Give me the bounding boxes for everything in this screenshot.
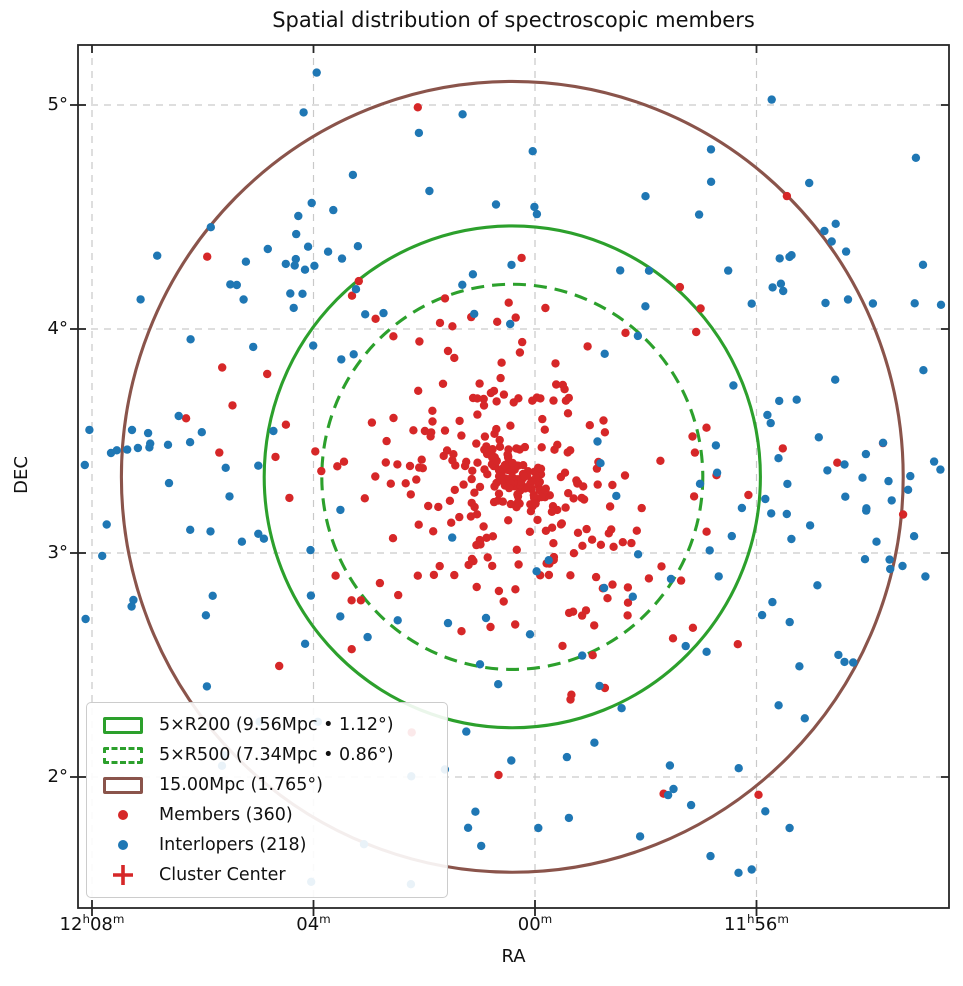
y-tick-label: 4° — [47, 318, 68, 339]
y-tick-label: 3° — [47, 542, 68, 563]
circle-dashed-swatch-icon — [103, 746, 143, 764]
circle-solid-swatch-icon — [103, 716, 143, 734]
scatter-dot-swatch-icon — [118, 840, 128, 850]
chart-title: Spatial distribution of spectroscopic me… — [272, 8, 755, 32]
series-members — [181, 103, 908, 799]
legend-item-2: 15.00Mpc (1.765°) — [97, 770, 437, 800]
x-tick-label: 12h08m — [59, 912, 125, 935]
x-axis-label: RA — [501, 946, 526, 967]
legend-item-label: Members (360) — [159, 805, 293, 825]
legend-item-0: 5×R200 (9.56Mpc • 1.12°) — [97, 710, 437, 740]
plus-marker-swatch-icon — [113, 865, 133, 885]
x-tick-label: 04m — [296, 912, 331, 935]
legend-item-3: Members (360) — [97, 800, 437, 830]
aperture-circle-5xR500 — [320, 282, 705, 671]
legend-item-4: Interlopers (218) — [97, 830, 437, 860]
tick-marks — [70, 45, 949, 916]
legend-item-label: 5×R200 (9.56Mpc • 1.12°) — [159, 715, 394, 735]
legend-item-label: 5×R500 (7.34Mpc • 0.86°) — [159, 745, 394, 765]
legend-item-label: 15.00Mpc (1.765°) — [159, 775, 323, 795]
legend-item-label: Cluster Center — [159, 865, 286, 885]
legend: 5×R200 (9.56Mpc • 1.12°) 5×R500 (7.34Mpc … — [86, 702, 448, 898]
legend-item-5: Cluster Center — [97, 860, 437, 890]
y-tick-label: 2° — [47, 766, 68, 787]
series-interlopers — [80, 68, 946, 889]
y-axis-label: DEC — [11, 456, 32, 494]
x-tick-label: 11h56m — [724, 912, 789, 935]
legend-item-1: 5×R500 (7.34Mpc • 0.86°) — [97, 740, 437, 770]
aperture-circle-5xR200 — [262, 224, 762, 730]
scatter-dot-swatch-icon — [118, 810, 128, 820]
legend-item-label: Interlopers (218) — [159, 835, 307, 855]
circle-solid-swatch-icon — [103, 776, 143, 794]
aperture-circle-15Mpc — [119, 79, 905, 874]
y-tick-label: 5° — [47, 94, 68, 115]
x-tick-label: 00m — [517, 912, 553, 935]
axes-frame — [77, 44, 950, 909]
